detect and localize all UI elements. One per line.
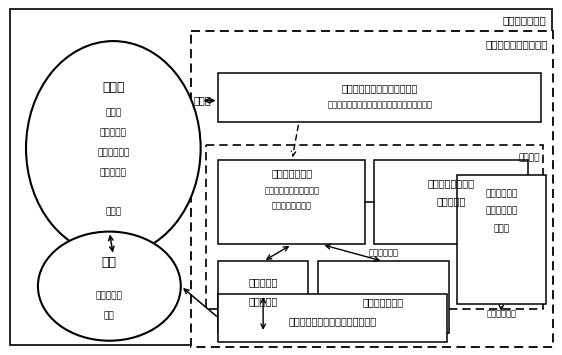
Bar [374,160,528,245]
Text: 中枢内処理: 中枢内処理 [100,129,127,137]
Text: 家電品，緊急: 家電品，緊急 [485,189,518,198]
Text: 話など: 話など [493,225,509,234]
Text: 状況・社会環境: 状況・社会環境 [502,15,546,25]
Bar [219,294,447,342]
Text: データベース: データベース [368,248,398,257]
Text: 利用者: 利用者 [102,81,125,94]
Ellipse shape [38,231,181,341]
Text: 通報機器，電: 通報機器，電 [485,207,518,216]
Text: 効果器: 効果器 [105,208,121,217]
Text: 運動制御: 運動制御 [100,168,127,177]
Text: 機器制御部: 機器制御部 [248,296,278,306]
Text: 屋内環境制御システム: 屋内環境制御システム [486,39,548,49]
Text: 電子・情報機器操作パネル制御部: 電子・情報機器操作パネル制御部 [288,316,377,326]
Bar [191,31,553,347]
Text: 学校: 学校 [104,311,115,320]
Text: ボード制御: ボード制御 [437,196,466,206]
Text: 感覚器: 感覚器 [105,109,121,118]
Text: 電子・情報: 電子・情報 [248,277,278,287]
Bar [219,73,541,122]
Text: 活動: 活動 [102,256,117,269]
Text: 操作入力管理部: 操作入力管理部 [271,168,312,178]
Text: 知覚・認知: 知覚・認知 [97,148,129,157]
Text: ビジュアル・キー: ビジュアル・キー [428,178,475,188]
Text: スキャン，コード化など: スキャン，コード化など [264,186,319,195]
Text: マニュアル，自動: マニュアル，自動 [272,202,312,211]
Text: パソコン: パソコン [519,153,540,162]
Ellipse shape [26,41,201,255]
Bar [456,175,546,304]
Bar [318,261,448,333]
Bar [219,261,308,333]
Text: 情報量: 情報量 [194,95,211,105]
Bar [219,160,365,245]
Text: リモコンなど: リモコンなど [486,309,516,318]
Text: 操作履歴管理部: 操作履歴管理部 [362,297,404,307]
Text: 機械スイッチ，ジョイスティック，マウスなど: 機械スイッチ，ジョイスティック，マウスなど [327,100,432,110]
Bar [206,145,543,309]
Text: 家庭，職場: 家庭，職場 [96,291,123,300]
Text: 多入力スイッチコントローラ: 多入力スイッチコントローラ [342,83,418,93]
